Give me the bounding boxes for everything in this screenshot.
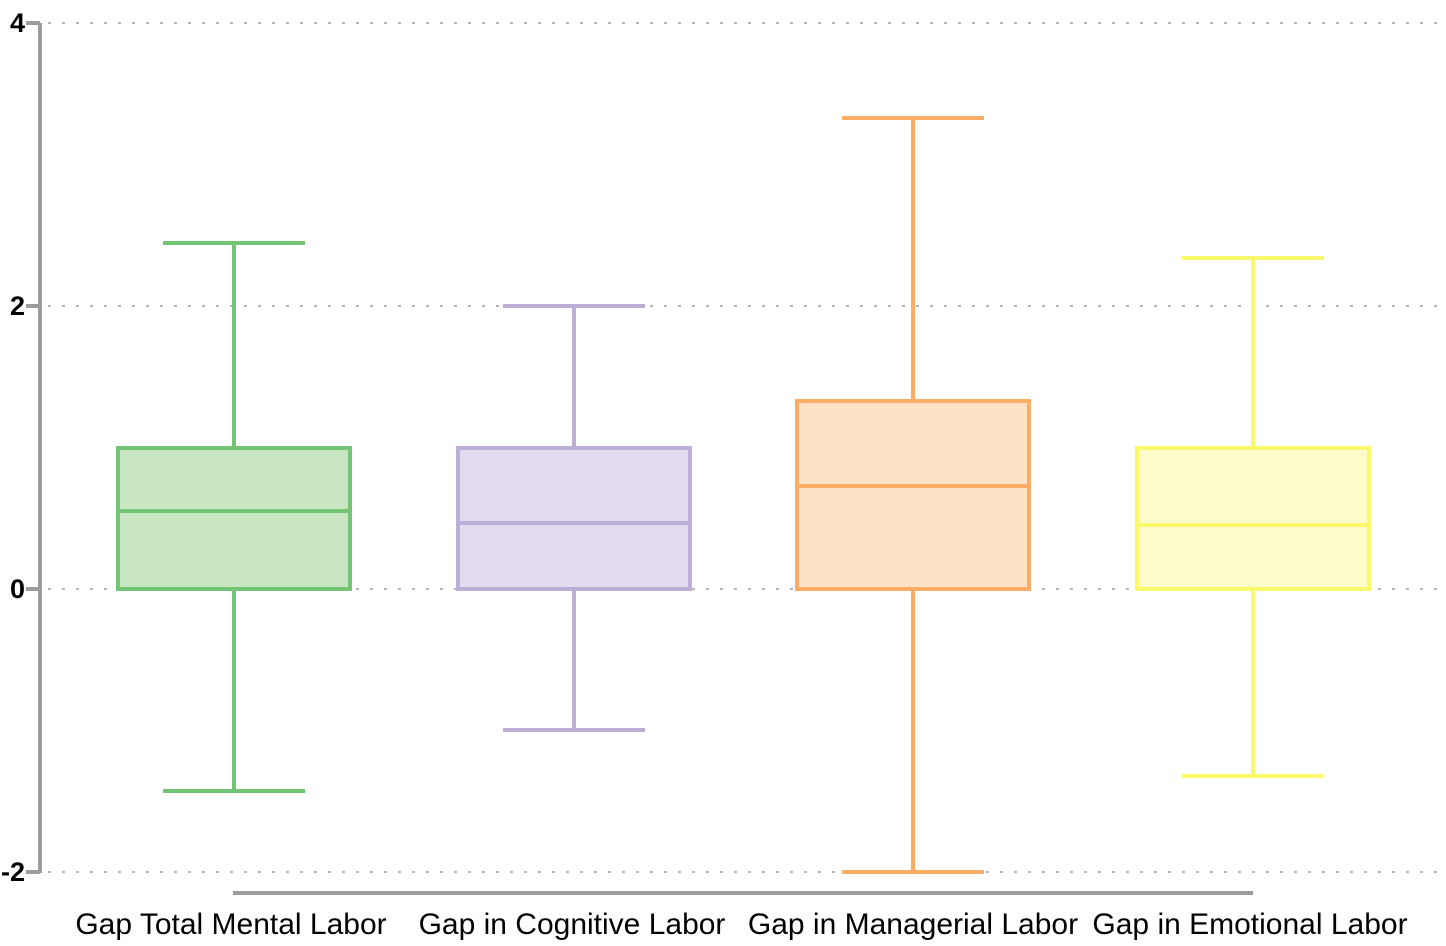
gridline-y4 bbox=[48, 22, 1446, 24]
y-tick-y0 bbox=[26, 587, 40, 591]
y-tick-y2 bbox=[26, 304, 40, 308]
category-label-cognitive: Gap in Cognitive Labor bbox=[418, 908, 726, 941]
lower-whisker-line bbox=[572, 589, 576, 730]
upper-whisker-cap bbox=[163, 241, 305, 245]
lower-whisker-cap bbox=[842, 870, 984, 874]
upper-whisker-cap bbox=[1182, 256, 1324, 260]
iqr-box bbox=[116, 446, 352, 591]
gridline-y2 bbox=[48, 305, 1446, 307]
y-tick-label: 4 bbox=[9, 8, 25, 38]
gridline-y0 bbox=[48, 588, 1446, 590]
y-tick-y4 bbox=[26, 21, 40, 25]
upper-whisker-line bbox=[911, 118, 915, 401]
median-line bbox=[120, 509, 348, 513]
lower-whisker-cap bbox=[1182, 774, 1324, 778]
lower-whisker-line bbox=[911, 589, 915, 872]
x-axis-line bbox=[233, 891, 1253, 895]
median-line bbox=[1139, 523, 1367, 527]
median-line bbox=[460, 521, 688, 525]
gridline-y-2 bbox=[48, 871, 1446, 873]
category-label-emotional: Gap in Emotional Labor bbox=[1092, 908, 1408, 941]
category-label-managerial: Gap in Managerial Labor bbox=[747, 908, 1079, 941]
y-tick-y-2 bbox=[26, 870, 40, 874]
upper-whisker-line bbox=[572, 306, 576, 448]
lower-whisker-line bbox=[232, 589, 236, 791]
upper-whisker-cap bbox=[503, 304, 645, 308]
category-label-total-mental: Gap Total Mental Labor bbox=[75, 908, 387, 941]
upper-whisker-cap bbox=[842, 116, 984, 120]
y-tick-label: -2 bbox=[0, 857, 25, 887]
iqr-box bbox=[1135, 446, 1371, 591]
median-line bbox=[799, 484, 1027, 488]
upper-whisker-line bbox=[1251, 258, 1255, 448]
lower-whisker-line bbox=[1251, 589, 1255, 776]
upper-whisker-line bbox=[232, 243, 236, 448]
lower-whisker-cap bbox=[503, 728, 645, 732]
y-tick-label: 2 bbox=[9, 291, 25, 321]
iqr-box bbox=[795, 399, 1031, 591]
lower-whisker-cap bbox=[163, 789, 305, 793]
y-axis-line bbox=[38, 23, 42, 873]
iqr-box bbox=[456, 446, 692, 591]
y-tick-label: 0 bbox=[9, 574, 25, 604]
